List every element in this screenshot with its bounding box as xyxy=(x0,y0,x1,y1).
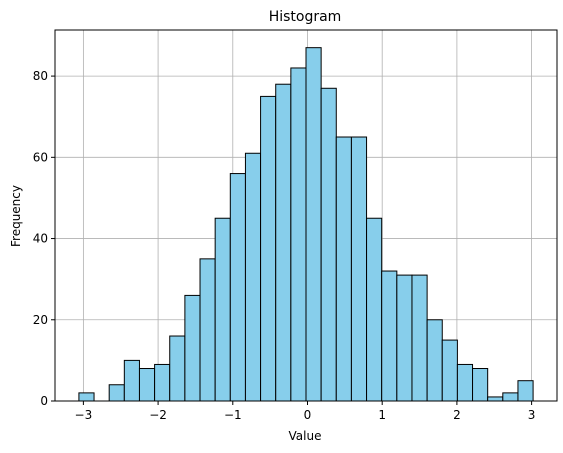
histogram-bar xyxy=(517,380,534,402)
histogram-bar xyxy=(487,396,504,402)
histogram-bar xyxy=(456,363,474,402)
bars xyxy=(78,47,534,402)
histogram-bar xyxy=(320,87,337,402)
y-tick-label: 20 xyxy=(33,313,48,327)
histogram-bar xyxy=(335,136,352,402)
histogram-bar xyxy=(290,67,307,402)
chart-title: Histogram xyxy=(269,9,342,25)
histogram-bar xyxy=(78,392,95,402)
histogram-bar xyxy=(472,368,489,402)
histogram-bar xyxy=(123,359,140,402)
x-tick-label: 0 xyxy=(304,408,312,422)
x-tick-label: 1 xyxy=(378,408,386,422)
y-tick-label: 60 xyxy=(33,150,48,164)
histogram-bar xyxy=(396,274,413,402)
histogram-bar xyxy=(381,270,398,402)
histogram-bar xyxy=(441,339,458,402)
y-tick-label: 0 xyxy=(40,394,48,408)
y-tick-label: 40 xyxy=(33,232,48,246)
histogram-bar xyxy=(154,363,171,402)
x-tick-label: 3 xyxy=(528,408,536,422)
y-axis-label: Frequency xyxy=(9,185,23,247)
x-tick-label: −2 xyxy=(149,408,167,422)
histogram-bar xyxy=(199,258,216,402)
y-tick-label: 80 xyxy=(33,69,48,83)
histogram-bar xyxy=(229,173,246,402)
histogram-bar xyxy=(366,217,383,402)
x-tick-label: −3 xyxy=(75,408,93,422)
histogram-bar xyxy=(108,384,125,402)
histogram-bar xyxy=(502,392,519,402)
x-axis-label: Value xyxy=(289,429,322,443)
histogram-bar xyxy=(426,319,443,402)
x-tick-label: −1 xyxy=(224,408,242,422)
plot-frame xyxy=(54,29,558,402)
histogram-bar xyxy=(411,274,428,402)
histogram-bar xyxy=(214,217,231,402)
histogram-bar xyxy=(260,95,277,402)
x-axis: −3 −2 −1 0 1 2 3 xyxy=(75,401,536,422)
histogram-bar xyxy=(350,136,368,402)
histogram-bar xyxy=(244,152,262,402)
histogram-bar xyxy=(169,335,186,402)
histogram-bar xyxy=(138,368,156,402)
histogram-bar xyxy=(184,294,201,402)
histogram-bar xyxy=(275,83,292,402)
histogram-bar xyxy=(305,47,322,402)
x-tick-label: 2 xyxy=(453,408,461,422)
y-axis: 0 20 40 60 80 xyxy=(33,69,55,408)
